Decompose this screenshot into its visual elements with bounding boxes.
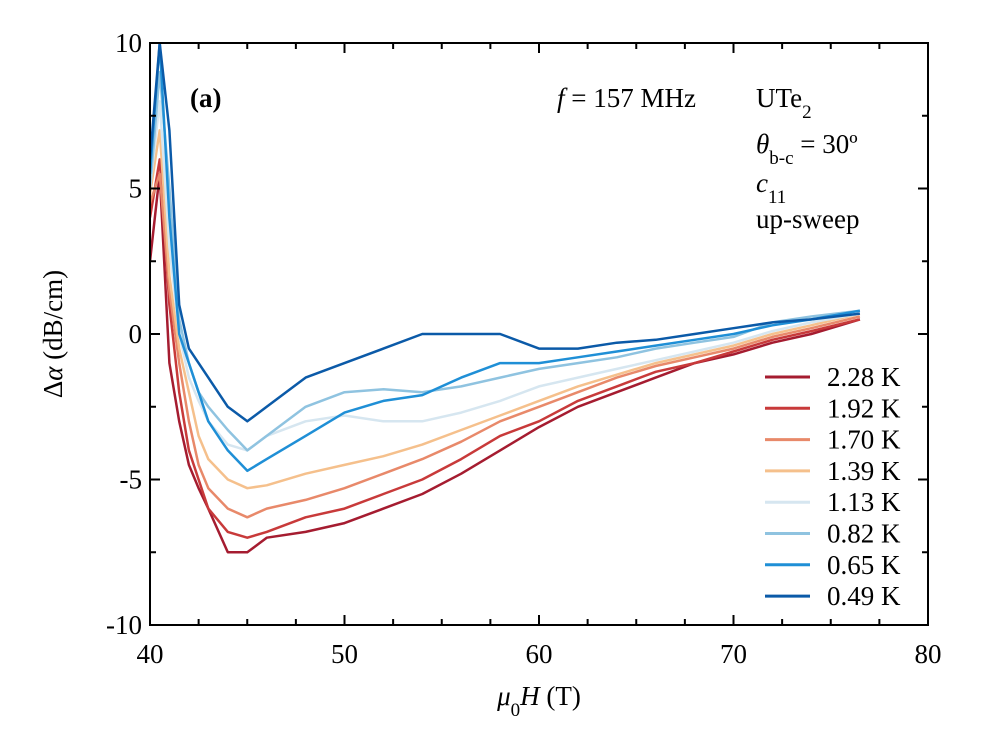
text-part: Δ bbox=[38, 381, 68, 398]
y-tick-label: -10 bbox=[106, 610, 142, 640]
legend-label: 0.65 K bbox=[827, 550, 901, 580]
text-part: c bbox=[756, 168, 768, 198]
data-line bbox=[150, 99, 861, 452]
text-part: 0 bbox=[511, 700, 521, 721]
text-part: up-sweep bbox=[756, 204, 859, 234]
text-part: θ bbox=[756, 129, 769, 159]
legend-label: 1.70 K bbox=[827, 425, 901, 455]
annotation: up-sweep bbox=[756, 204, 859, 234]
y-tick-label: -5 bbox=[120, 465, 143, 495]
text-part: (dB/cm) bbox=[38, 270, 68, 367]
text-part: = 30º bbox=[794, 129, 858, 159]
legend-label: 0.82 K bbox=[827, 519, 901, 549]
text-part: (a) bbox=[190, 83, 221, 113]
text-part: 2 bbox=[802, 102, 812, 123]
annotation: θb-c = 30º bbox=[756, 129, 858, 169]
x-tick-label: 70 bbox=[720, 639, 747, 669]
text-part: f bbox=[557, 83, 568, 113]
annotation: c11 bbox=[756, 168, 786, 208]
text-part: 11 bbox=[768, 187, 786, 208]
text-part: UTe bbox=[756, 83, 802, 113]
legend-label: 0.49 K bbox=[827, 581, 901, 611]
y-axis-label: Δα (dB/cm) bbox=[38, 270, 68, 398]
text-part: α bbox=[38, 366, 68, 381]
x-axis-label: μ0H (T) bbox=[496, 681, 581, 721]
data-line bbox=[150, 70, 861, 452]
x-tick-label: 80 bbox=[915, 639, 942, 669]
legend-label: 1.13 K bbox=[827, 487, 901, 517]
y-tick-label: 0 bbox=[129, 319, 143, 349]
x-tick-label: 60 bbox=[526, 639, 553, 669]
data-line bbox=[150, 172, 861, 519]
x-tick-label: 50 bbox=[331, 639, 358, 669]
annotation: (a) bbox=[190, 83, 221, 113]
text-part: b-c bbox=[769, 148, 793, 169]
y-tick-label: 10 bbox=[115, 28, 142, 58]
data-line bbox=[150, 158, 861, 539]
legend-label: 1.92 K bbox=[827, 393, 901, 423]
text-part: (T) bbox=[540, 681, 581, 711]
data-line bbox=[150, 43, 861, 473]
data-line bbox=[150, 129, 861, 490]
data-line bbox=[150, 43, 861, 423]
legend-label: 2.28 K bbox=[827, 362, 901, 392]
legend-label: 1.39 K bbox=[827, 456, 901, 486]
x-tick-label: 40 bbox=[137, 639, 164, 669]
annotation: f = 157 MHz bbox=[557, 83, 696, 113]
text-part: μ bbox=[496, 681, 511, 711]
text-part: H bbox=[519, 681, 541, 711]
plot-area bbox=[150, 43, 861, 554]
text-part: = 157 MHz bbox=[565, 83, 696, 113]
y-tick-label: 5 bbox=[129, 174, 143, 204]
annotation: UTe2 bbox=[756, 83, 812, 123]
